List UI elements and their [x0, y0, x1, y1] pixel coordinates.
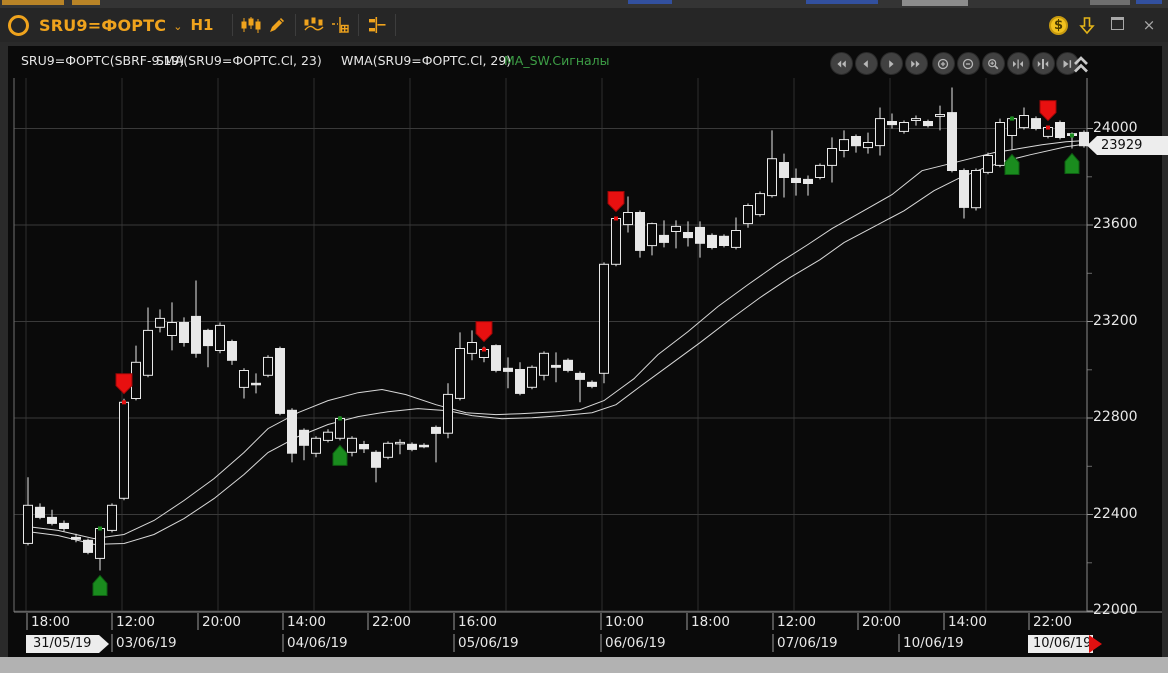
time-axis-ticks [26, 613, 1030, 652]
scroll-left-icon [863, 59, 868, 68]
collapse-panel-button[interactable] [1072, 53, 1090, 75]
maximize-icon [1110, 17, 1124, 30]
instrument-ring-icon [8, 14, 29, 36]
zoom-auto-button[interactable] [981, 52, 1005, 75]
crosshair-grid-icon [332, 17, 350, 33]
indicator-button[interactable] [301, 13, 327, 37]
price-axis-label: 23200 [1093, 312, 1138, 329]
time-axis-label: 14:00 [287, 614, 326, 630]
time-axis-label: 18:00 [691, 614, 730, 630]
draw-button[interactable] [264, 13, 290, 37]
toolbar-separator [295, 14, 297, 36]
compress-candles-icon [1037, 58, 1049, 69]
symbol-title[interactable]: SRU9=ФОРТС [39, 15, 167, 35]
zoom-out-icon [962, 58, 974, 69]
levels-icon [369, 17, 386, 33]
sell-signal-markers [115, 100, 1057, 405]
indicator-icon [304, 17, 324, 31]
clipped-text-fragment [1136, 0, 1162, 4]
scroll-right-fast-icon [911, 60, 920, 67]
legend-series: SRU9=ФОРТС(SBRF-9.19) [21, 53, 185, 68]
wma-line [27, 143, 1085, 545]
scroll-right-icon [889, 59, 894, 68]
compress-horizontal-icon [1013, 59, 1023, 68]
date-axis-label: 10/06/19 [903, 635, 964, 651]
scroll-right-fast-button[interactable] [904, 52, 928, 75]
time-axis-label: 14:00 [948, 614, 987, 630]
plot-border [13, 78, 1162, 613]
clipped-text-fragment [806, 0, 878, 4]
compress-horizontal-button[interactable] [1006, 52, 1030, 75]
pencil-icon [270, 18, 285, 32]
scroll-left-fast-icon [837, 60, 846, 67]
date-axis-label: 03/06/19 [116, 635, 177, 651]
go-to-end-button[interactable] [1055, 52, 1079, 75]
time-axis-label: 22:00 [1033, 614, 1072, 630]
date-axis-label: 05/06/19 [458, 635, 519, 651]
toolbar-separator [395, 14, 397, 36]
clipped-text-fragment [72, 0, 100, 5]
scroll-left-button[interactable] [854, 52, 878, 75]
double-chevron-up-icon [1074, 56, 1088, 73]
zoom-out-button[interactable] [956, 52, 980, 75]
zoom-in-button[interactable] [931, 52, 955, 75]
zoom-auto-icon [988, 58, 999, 69]
clipped-text-fragment [1090, 0, 1130, 5]
first-date-tag: 31/05/19 [26, 635, 109, 653]
current-price-tag: 23929 [1087, 136, 1168, 155]
scroll-left-fast-button[interactable] [829, 52, 853, 75]
symbol-dropdown-chevron-icon[interactable]: ⌄ [173, 19, 183, 33]
date-axis-label: 06/06/19 [605, 635, 666, 651]
scroll-right-button[interactable] [879, 52, 903, 75]
candlestick-icon [241, 17, 261, 33]
price-axis-label: 22800 [1093, 409, 1138, 425]
download-arrow-icon[interactable] [1078, 15, 1096, 35]
candles [23, 87, 1089, 571]
legend-signals: MA_SW.Сигналы [504, 53, 610, 68]
price-axis-label: 23600 [1093, 216, 1138, 232]
price-axis-label: 22400 [1093, 505, 1138, 522]
plot-grid-vertical [25, 78, 987, 612]
plot-grid-horizontal [14, 128, 1093, 612]
price-axis-label: 24000 [1093, 119, 1138, 136]
moving-averages [27, 140, 1085, 545]
time-axis-label: 20:00 [202, 614, 241, 630]
price-axis-label: 22000 [1093, 602, 1138, 618]
time-axis-label: 10:00 [605, 614, 644, 630]
buy-signal-markers [92, 116, 1080, 596]
time-axis-label: 16:00 [458, 614, 497, 630]
date-axis-label: 04/06/19 [287, 635, 348, 651]
toolbar-separator [232, 14, 234, 36]
legend-sma: SMA(SRU9=ФОРТС.Cl, 23) [156, 53, 322, 68]
clipped-text-fragment [628, 0, 672, 4]
currency-coin-icon[interactable]: $ [1049, 15, 1068, 35]
timeframe-label[interactable]: H1 [190, 16, 214, 34]
legend-wma: WMA(SRU9=ФОРТС.Cl, 29) [341, 53, 512, 68]
time-axis-label: 12:00 [777, 614, 816, 630]
compress-candles-button[interactable] [1031, 52, 1055, 75]
clipped-top-window-strip [0, 0, 1168, 8]
chart-toolbar: SRU9=ФОРТС ⌄ H1 [0, 8, 1168, 42]
time-axis-label: 12:00 [116, 614, 155, 630]
window-bottom-edge [0, 657, 1168, 673]
sma-line [27, 140, 1085, 540]
crosshair-settings-button[interactable] [327, 13, 353, 37]
go-to-end-icon [1063, 59, 1072, 68]
maximize-button[interactable] [1106, 15, 1128, 35]
chart-type-button[interactable] [238, 13, 264, 37]
levels-button[interactable] [364, 13, 390, 37]
clipped-text-fragment [902, 0, 968, 6]
time-axis-label: 18:00 [31, 614, 70, 630]
time-axis-label: 20:00 [862, 614, 901, 630]
toolbar-separator [358, 14, 360, 36]
close-button[interactable]: × [1142, 16, 1156, 34]
clipped-text-fragment [2, 0, 64, 5]
zoom-in-icon [937, 58, 949, 69]
time-axis-label: 22:00 [372, 614, 411, 630]
date-axis-label: 07/06/19 [777, 635, 838, 651]
last-date-tag: 10/06/19 [1028, 635, 1093, 653]
last-date-arrow-icon [1089, 635, 1102, 653]
